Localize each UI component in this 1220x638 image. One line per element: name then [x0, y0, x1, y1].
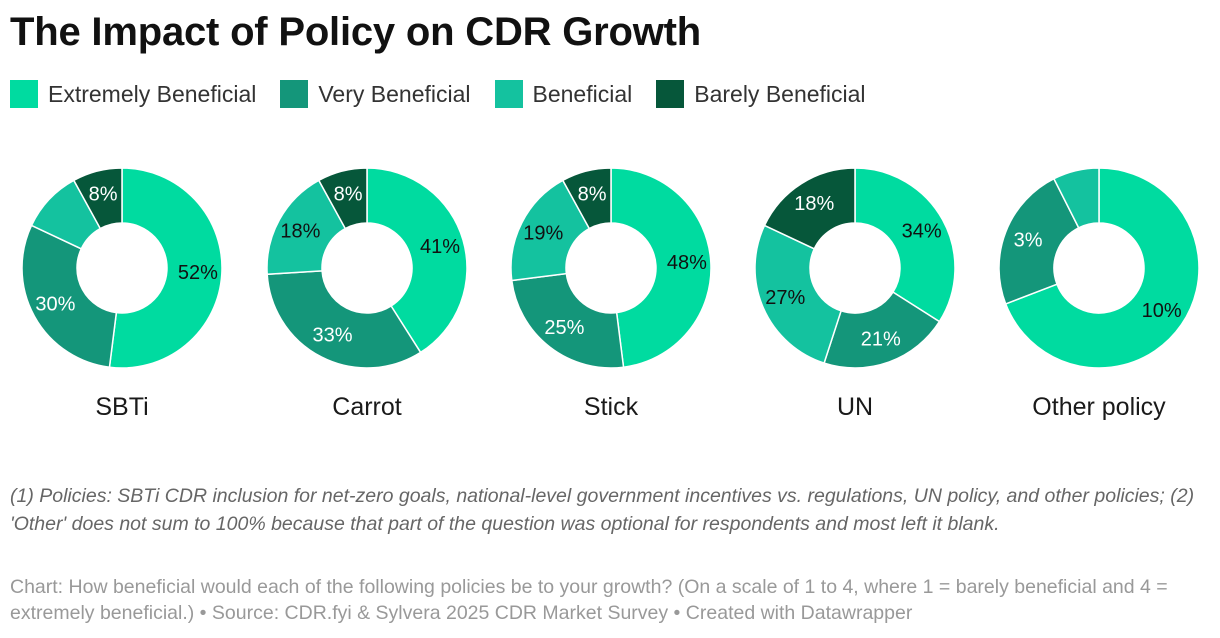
- slice-very: [510, 272, 625, 369]
- slice-barely: [317, 167, 368, 230]
- donut-sbti: 52% 30% 8% SBTi: [21, 167, 223, 421]
- slice-label: 8%: [334, 183, 363, 205]
- slice-very: [266, 270, 422, 369]
- slice-label: 41%: [420, 236, 460, 258]
- chart-title: The Impact of Policy on CDR Growth: [10, 10, 702, 54]
- legend-swatch-extremely: [10, 80, 38, 108]
- slice-label: 8%: [578, 183, 607, 205]
- slice-extremely: [108, 167, 223, 369]
- slice-very: [998, 177, 1080, 305]
- donut-un: 34% 21% 27% 18% UN: [754, 167, 956, 421]
- legend-swatch-barely: [656, 80, 685, 108]
- slice-label: 18%: [794, 193, 834, 215]
- chart-footer: Chart: How beneficial would each of the …: [10, 576, 1168, 624]
- slice-barely: [561, 167, 612, 230]
- slice-very: [21, 224, 118, 369]
- slice-label: 8%: [89, 183, 118, 205]
- slice-very: [823, 291, 941, 369]
- slice-label: 21%: [861, 329, 901, 351]
- legend-swatch-beneficial: [494, 80, 523, 108]
- donut-other-policy: 10% 3% Other policy: [998, 167, 1200, 421]
- legend-label-very: Very Beneficial: [318, 80, 471, 107]
- donut-stick: 48% 25% 19% 8% Stick: [510, 167, 712, 421]
- legend-item-barely: Barely Beneficial: [656, 80, 866, 108]
- slice-label: 25%: [544, 317, 584, 339]
- donut-caption: Other policy: [1032, 393, 1166, 421]
- legend-label-beneficial: Beneficial: [532, 80, 633, 107]
- slice-label: 3%: [1014, 230, 1043, 252]
- legend-label-extremely: Extremely Beneficial: [48, 80, 257, 107]
- slice-label: 34%: [902, 220, 942, 242]
- legend: Extremely Beneficial Very Beneficial Ben…: [10, 80, 890, 108]
- donut-caption: Carrot: [332, 393, 402, 421]
- legend-label-barely: Barely Beneficial: [694, 80, 866, 107]
- legend-item-beneficial: Beneficial: [494, 80, 633, 108]
- legend-item-very: Very Beneficial: [280, 80, 471, 108]
- donut-carrot: 41% 33% 18% 8% Carrot: [266, 167, 468, 421]
- slice-barely: [72, 167, 123, 230]
- donut-caption: UN: [837, 393, 873, 421]
- slice-beneficial: [1052, 167, 1100, 229]
- legend-item-extremely: Extremely Beneficial: [10, 80, 256, 108]
- slice-label: 48%: [667, 252, 707, 274]
- slice-beneficial: [510, 179, 591, 282]
- slice-beneficial: [754, 224, 843, 365]
- slice-label: 19%: [523, 222, 563, 244]
- slice-label: 30%: [35, 294, 75, 316]
- slice-extremely: [1004, 167, 1200, 369]
- slice-barely: [763, 167, 856, 250]
- slice-label: 27%: [765, 287, 805, 309]
- slice-label: 18%: [280, 220, 320, 242]
- slice-extremely: [610, 167, 712, 369]
- slice-label: 10%: [1142, 300, 1182, 322]
- legend-swatch-very: [280, 80, 309, 108]
- donut-caption: Stick: [584, 393, 639, 421]
- slice-extremely: [854, 167, 956, 323]
- chart-notes: (1) Policies: SBTi CDR inclusion for net…: [10, 485, 1195, 535]
- donut-charts: 52% 30% 8% SBTi 41% 33% 18% 8% Carrot 48% 25% 19% 8%…: [21, 167, 1200, 421]
- slice-label: 33%: [312, 325, 352, 347]
- donut-caption: SBTi: [95, 393, 148, 421]
- slice-label: 52%: [178, 262, 218, 284]
